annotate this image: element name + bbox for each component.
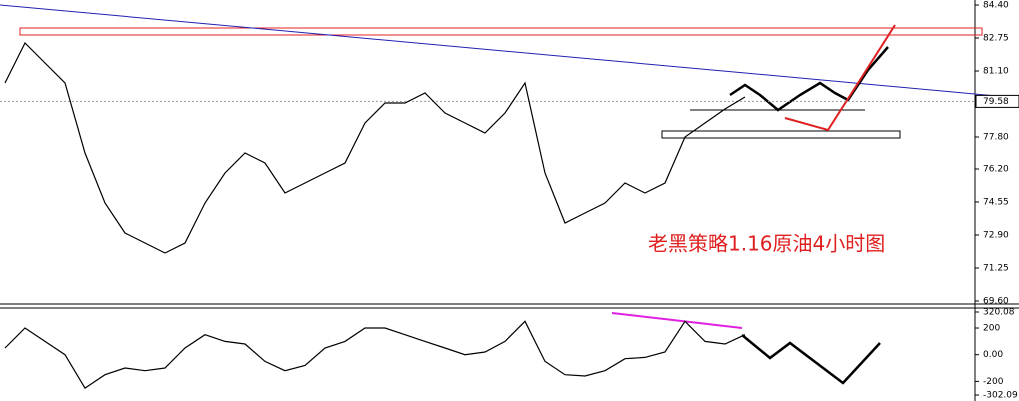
divergence-line xyxy=(611,312,743,329)
support-box xyxy=(661,130,901,139)
y-tick-label: 84.40 xyxy=(983,1,1009,11)
y-tick-label: -302.09 xyxy=(983,391,1018,401)
y-tick-label: 81.10 xyxy=(983,67,1009,77)
last-value-label: 79.58 xyxy=(983,97,1009,107)
series-line xyxy=(4,320,746,389)
y-tick-label: 74.55 xyxy=(983,198,1009,208)
y-tick-label: 71.25 xyxy=(983,264,1009,274)
series-line xyxy=(4,41,746,254)
y-tick-label: 200 xyxy=(983,324,1000,334)
trend-line xyxy=(0,4,1019,99)
forecast-arrow xyxy=(784,24,896,132)
y-tick-label: 69.60 xyxy=(983,297,1009,307)
resistance-box xyxy=(19,27,983,36)
y-tick-label: -200 xyxy=(983,377,1004,387)
y-tick-label: 72.90 xyxy=(983,231,1009,241)
y-tick-label: 0.00 xyxy=(983,350,1003,360)
y-tick-label: 76.20 xyxy=(983,165,1009,175)
y-tick-label: 77.80 xyxy=(983,133,1009,143)
y-tick-label: 82.75 xyxy=(983,34,1009,44)
y-tick-label: 320.08 xyxy=(983,308,1015,318)
forecast-arrow xyxy=(729,46,889,112)
annotation: 老黑策略1.16原油4小时图 xyxy=(648,232,885,256)
oscillator-forecast xyxy=(741,334,881,385)
last-value-box xyxy=(975,94,1019,108)
